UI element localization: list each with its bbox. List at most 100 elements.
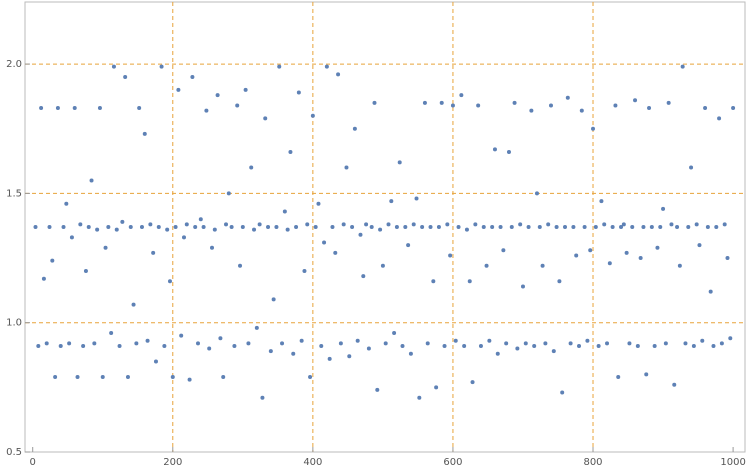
point (103, 245, 108, 250)
point (560, 390, 565, 395)
point (638, 256, 643, 261)
point (274, 225, 279, 229)
point (417, 395, 422, 400)
point (61, 225, 66, 229)
point (285, 227, 290, 232)
point (364, 222, 369, 227)
point (464, 227, 469, 232)
point (579, 108, 584, 113)
point (322, 240, 327, 245)
point (341, 222, 346, 227)
point (109, 331, 114, 336)
point (448, 253, 453, 258)
x-tick-label: 200 (163, 457, 182, 468)
point (257, 222, 262, 227)
point (428, 225, 433, 229)
point (336, 72, 341, 77)
point (591, 126, 596, 131)
point (691, 343, 696, 348)
point (137, 106, 142, 111)
point (78, 222, 83, 227)
point (268, 349, 273, 354)
point (411, 222, 416, 227)
point (509, 225, 514, 229)
point (661, 206, 666, 211)
point (436, 225, 441, 229)
point (728, 336, 733, 341)
point (529, 108, 534, 113)
point (425, 341, 430, 346)
point (607, 261, 612, 266)
point (375, 387, 380, 392)
point (64, 201, 69, 206)
point (554, 225, 559, 229)
point (173, 225, 178, 229)
point (403, 225, 408, 229)
point (478, 343, 483, 348)
point (243, 87, 248, 92)
x-tick-label: 1000 (720, 457, 745, 468)
point (316, 201, 321, 206)
point (408, 351, 413, 356)
point (184, 222, 189, 227)
point (392, 331, 397, 336)
point (100, 375, 105, 379)
point (593, 225, 598, 229)
point (414, 196, 419, 201)
point (680, 64, 685, 69)
point (148, 222, 153, 227)
x-tick-label: 400 (303, 457, 322, 468)
point (551, 349, 556, 354)
point (722, 222, 727, 227)
point (666, 100, 671, 105)
point (383, 341, 388, 346)
point (683, 341, 688, 346)
point (644, 372, 649, 377)
point (36, 343, 41, 348)
point (450, 103, 455, 108)
point (338, 341, 343, 346)
x-tick-label: 800 (583, 457, 602, 468)
point (512, 100, 517, 105)
point (263, 116, 268, 121)
point (540, 263, 545, 268)
point (145, 338, 150, 343)
point (406, 243, 411, 248)
point (310, 113, 315, 118)
point (280, 341, 285, 346)
point (215, 93, 220, 98)
point (386, 222, 391, 227)
point (176, 87, 181, 92)
point (347, 354, 352, 359)
point (226, 191, 231, 196)
point (302, 268, 307, 273)
point (655, 245, 660, 250)
point (585, 338, 590, 343)
point (254, 325, 259, 330)
point (453, 338, 458, 343)
point (156, 225, 161, 229)
point (442, 343, 447, 348)
point (649, 225, 654, 229)
point (372, 100, 377, 105)
point (420, 225, 425, 229)
point (689, 165, 694, 170)
point (120, 219, 125, 224)
point (445, 222, 450, 227)
point (75, 375, 80, 379)
point (333, 250, 338, 255)
point (92, 341, 97, 346)
point (504, 341, 509, 346)
point (616, 375, 621, 379)
point (490, 225, 495, 229)
point (675, 225, 680, 229)
point (596, 343, 601, 348)
point (282, 209, 287, 214)
point (249, 165, 254, 170)
point (86, 225, 91, 229)
point (134, 341, 139, 346)
point (39, 106, 44, 111)
point (588, 248, 593, 253)
point (288, 150, 293, 154)
point (128, 225, 133, 229)
